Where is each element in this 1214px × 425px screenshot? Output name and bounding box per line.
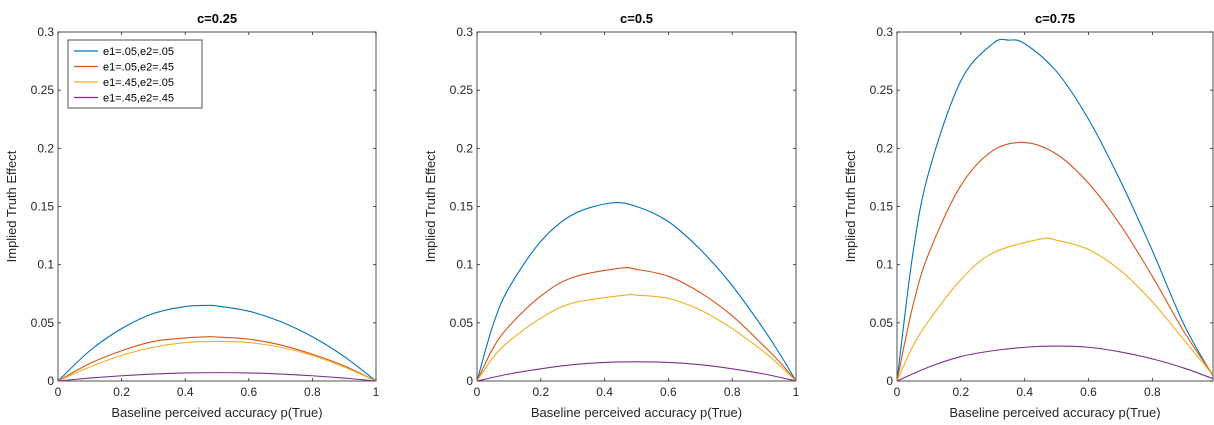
y-tick-label: 0.2 [456, 141, 473, 155]
x-axis-label: Baseline perceived accuracy p(True) [949, 405, 1160, 420]
series-line-3 [476, 293, 797, 382]
y-tick-label: 0 [886, 374, 893, 388]
x-tick-label: 0 [55, 385, 62, 399]
y-axis-label: Implied Truth Effect [843, 150, 858, 262]
y-tick-label: 0.05 [31, 316, 55, 330]
y-tick-label: 0.25 [870, 83, 894, 97]
x-tick-label: 0.6 [1080, 385, 1097, 399]
y-tick-label: 0.15 [31, 200, 55, 214]
y-tick-label: 0.05 [870, 316, 894, 330]
x-tick-label: 0.6 [240, 385, 257, 399]
y-tick-label: 0.1 [37, 258, 54, 272]
series-line-3 [57, 340, 377, 382]
series-line-1 [896, 38, 1214, 382]
series-line-3 [896, 237, 1214, 382]
x-tick-label: 0.6 [660, 385, 677, 399]
x-tick-label: 0.2 [952, 385, 969, 399]
y-tick-label: 0.25 [31, 83, 55, 97]
x-tick-label: 0.8 [304, 385, 321, 399]
x-tick-label: 1 [793, 385, 800, 399]
y-tick-label: 0.15 [870, 200, 894, 214]
series-line-4 [476, 361, 797, 382]
chart-title: c=0.75 [1035, 11, 1075, 26]
x-tick-label: 0.4 [1016, 385, 1033, 399]
x-axis-label: Baseline perceived accuracy p(True) [111, 405, 322, 420]
y-axis-label: Implied Truth Effect [4, 150, 19, 262]
y-tick-label: 0.2 [876, 141, 893, 155]
y-tick-label: 0.05 [450, 316, 474, 330]
legend-entry: e1=.45,e2=.45 [103, 93, 174, 105]
y-tick-label: 0.1 [456, 258, 473, 272]
series-line-1 [57, 304, 377, 382]
x-tick-label: 0.2 [532, 385, 549, 399]
chart-title: c=0.25 [197, 11, 237, 26]
y-tick-label: 0.3 [37, 25, 54, 39]
y-axis-label: Implied Truth Effect [423, 150, 438, 262]
series-line-4 [57, 372, 377, 382]
legend-entry: e1=.05,e2=.05 [103, 46, 174, 58]
series-line-2 [896, 141, 1214, 382]
x-tick-label: 1 [373, 385, 380, 399]
chart-title: c=0.5 [620, 11, 653, 26]
y-tick-label: 0.3 [876, 25, 893, 39]
y-tick-label: 0 [466, 374, 473, 388]
y-tick-label: 0.2 [37, 141, 54, 155]
axes-frame [896, 31, 1214, 382]
series-line-2 [57, 336, 377, 382]
x-axis-label: Baseline perceived accuracy p(True) [531, 405, 742, 420]
x-tick-label: 0 [894, 385, 901, 399]
y-tick-label: 0 [47, 374, 54, 388]
x-tick-label: 0.8 [724, 385, 741, 399]
legend-entry: e1=.05,e2=.45 [103, 62, 174, 74]
legend: e1=.05,e2=.05 e1=.05,e2=.45 e1=.45,e2=.05 e… [67, 39, 203, 109]
x-tick-label: 0.4 [596, 385, 613, 399]
y-tick-label: 0.25 [450, 83, 474, 97]
x-tick-label: 0.2 [113, 385, 130, 399]
series-line-1 [476, 201, 797, 382]
x-tick-label: 0.4 [177, 385, 194, 399]
y-tick-label: 0.1 [876, 258, 893, 272]
y-tick-label: 0.3 [456, 25, 473, 39]
axes-3: 0 0.2 0.4 0.6 0.8 0 0.05 0.1 0.15 0.2 0.25 0.3 c=0.7… [843, 11, 1214, 420]
legend-entry: e1=.45,e2=.05 [103, 77, 174, 89]
y-tick-label: 0.15 [450, 200, 474, 214]
axes-2: 0 0.2 0.4 0.6 0.8 1 0 0.05 0.1 0.15 0.2 0.25 0.3 c=0.… [423, 11, 800, 420]
series-line-4 [896, 345, 1214, 382]
series-line-2 [476, 267, 797, 382]
axes-1: 0 0.2 0.4 0.6 0.8 1 0 0.05 0.1 0.15 0.2 0.25 0.3 c=0.… [4, 11, 380, 420]
x-tick-label: 0 [474, 385, 481, 399]
axes-frame [476, 31, 797, 382]
x-tick-label: 0.8 [1144, 385, 1161, 399]
